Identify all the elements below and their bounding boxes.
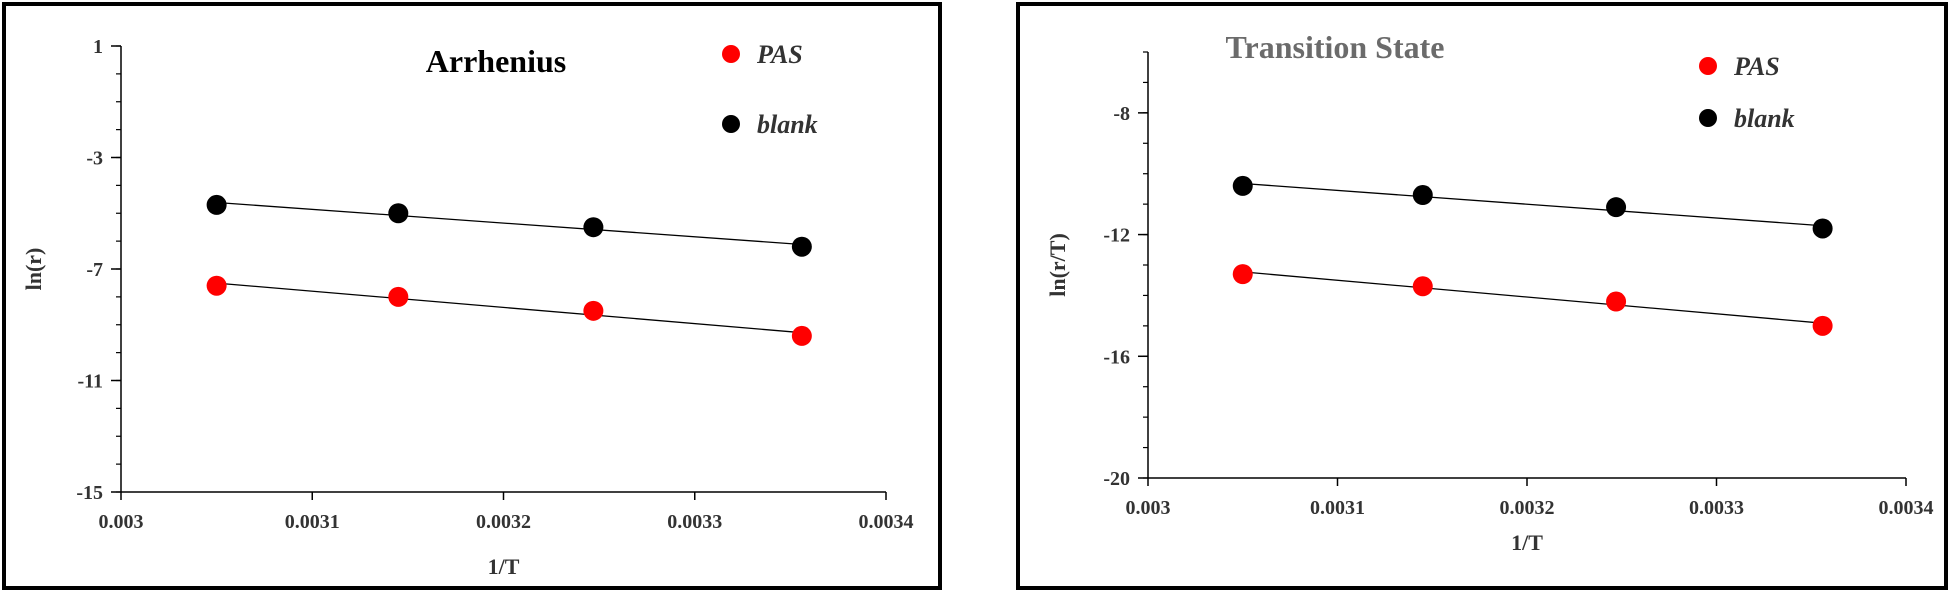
x-tick-label: 0.0034 <box>859 511 914 533</box>
legend-label-pas: PAS <box>756 40 803 69</box>
data-point-pas <box>206 275 227 296</box>
legend-marker-pas <box>722 45 740 63</box>
data-point-pas <box>1412 276 1433 297</box>
data-point-blank <box>206 194 227 215</box>
legend-label-blank: blank <box>757 110 818 139</box>
x-tick-label: 0.0032 <box>476 511 531 533</box>
data-point-pas <box>388 286 409 307</box>
y-tick-label: 1 <box>93 36 103 58</box>
legend-label-pas: PAS <box>1733 52 1780 81</box>
x-tick-label: 0.003 <box>1126 497 1171 519</box>
y-tick-label: -8 <box>1113 103 1130 125</box>
x-tick-label: 0.0032 <box>1500 497 1555 519</box>
data-point-blank <box>791 236 812 257</box>
y-tick-label: -7 <box>86 259 103 281</box>
legend-marker-blank <box>1699 109 1717 127</box>
y-tick-label: -3 <box>86 148 103 170</box>
x-tick-label: 0.0033 <box>1689 497 1744 519</box>
data-point-blank <box>1232 175 1253 196</box>
y-tick-label: -16 <box>1103 346 1130 368</box>
x-tick-label: 0.0031 <box>1310 497 1365 519</box>
transition-state-chart-panel: -8 -12 -16 -20 0.003 0.0031 0.0032 0.0033 0.0034… <box>1016 2 1948 590</box>
trendline-pas <box>1242 271 1823 324</box>
y-tick-label: -11 <box>77 371 103 393</box>
data-point-pas <box>791 325 812 346</box>
chart-title: Arrhenius <box>426 43 566 79</box>
y-axis-title: ln(r) <box>21 248 46 291</box>
data-point-blank <box>1606 197 1627 218</box>
data-point-blank <box>583 217 604 238</box>
transition-state-chart: -8 -12 -16 -20 0.003 0.0031 0.0032 0.0033 0.0034… <box>1045 29 1934 555</box>
data-point-pas <box>1812 315 1833 336</box>
y-tick-label: -20 <box>1103 468 1130 490</box>
x-tick-label: 0.0033 <box>667 511 722 533</box>
arrhenius-chart-panel: 1 -3 -7 -11 -15 0.003 0.0031 0.0032 0.0033 0.0034… <box>2 2 942 590</box>
trendline-blank <box>1242 182 1823 227</box>
chart-title: Transition State <box>1226 29 1445 65</box>
data-point-blank <box>388 203 409 224</box>
legend-marker-pas <box>1699 57 1717 75</box>
arrhenius-chart: 1 -3 -7 -11 -15 0.003 0.0031 0.0032 0.0033 0.0034… <box>21 36 914 579</box>
y-tick-label: -12 <box>1103 225 1130 247</box>
data-point-pas <box>1232 264 1253 285</box>
data-point-pas <box>583 300 604 321</box>
x-axis-title: 1/T <box>488 554 520 579</box>
x-tick-label: 0.003 <box>99 511 144 533</box>
y-tick-label: -15 <box>76 482 103 504</box>
legend-label-blank: blank <box>1734 104 1795 133</box>
trendline-pas <box>216 282 802 334</box>
y-axis-title: ln(r/T) <box>1045 233 1070 297</box>
data-point-pas <box>1606 291 1627 312</box>
x-tick-label: 0.0034 <box>1879 497 1934 519</box>
data-point-blank <box>1812 218 1833 239</box>
x-tick-label: 0.0031 <box>285 511 340 533</box>
x-axis-title: 1/T <box>1511 530 1543 555</box>
legend-marker-blank <box>722 115 740 133</box>
trendline-blank <box>216 201 802 246</box>
data-point-blank <box>1412 185 1433 206</box>
